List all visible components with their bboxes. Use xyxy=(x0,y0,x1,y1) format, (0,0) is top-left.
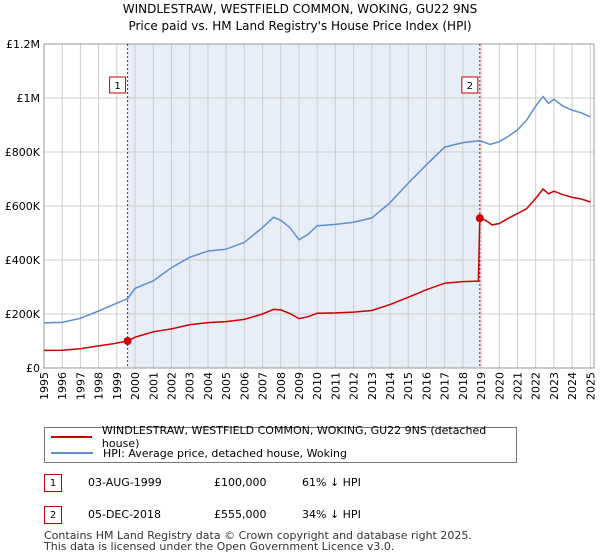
x-tick-label: 2023 xyxy=(548,372,561,400)
legend-label-property: WINDLESTRAW, WESTFIELD COMMON, WOKING, G… xyxy=(101,424,487,450)
sale-point xyxy=(123,337,132,345)
sale-row: 1 03-AUG-1999 £100,000 61% ↓ HPI xyxy=(44,474,584,492)
x-tick-label: 2000 xyxy=(129,372,142,400)
x-tick-label: 2019 xyxy=(475,372,488,400)
x-tick-label: 2024 xyxy=(566,372,579,400)
sale-row: 2 05-DEC-2018 £555,000 34% ↓ HPI xyxy=(44,506,584,524)
y-tick-label: £1.2M xyxy=(6,38,40,51)
price-chart: WINDLESTRAW, WESTFIELD COMMON, WOKING, G… xyxy=(5,2,598,400)
x-tick-label: 2015 xyxy=(402,372,415,400)
legend-item-property: WINDLESTRAW, WESTFIELD COMMON, WOKING, G… xyxy=(51,424,516,450)
chart-subtitle: Price paid vs. HM Land Registry's House … xyxy=(128,19,471,33)
sale-marker-label: 2 xyxy=(44,506,62,524)
x-tick-label: 2006 xyxy=(238,372,251,400)
y-tick-label: £800K xyxy=(5,146,41,159)
x-tick-label: 1995 xyxy=(38,372,51,400)
x-tick-label: 1996 xyxy=(56,372,69,400)
sale-marker-number: 1 xyxy=(114,81,120,92)
x-tick-label: 2002 xyxy=(165,372,178,400)
x-tick-label: 2022 xyxy=(530,372,543,400)
y-tick-label: £200K xyxy=(5,308,41,321)
sale-point xyxy=(475,214,484,223)
sale-price: £555,000 xyxy=(214,508,267,521)
sale-date: 05-DEC-2018 xyxy=(88,508,162,521)
x-tick-label: 1998 xyxy=(93,372,106,400)
sale-hpi-diff: 61% ↓ HPI xyxy=(302,476,361,489)
x-tick-label: 2025 xyxy=(584,372,597,400)
x-tick-label: 2017 xyxy=(439,372,452,400)
x-tick-label: 2001 xyxy=(147,372,160,400)
footer-licence: This data is licensed under the Open Gov… xyxy=(44,540,395,553)
y-tick-label: £600K xyxy=(5,200,41,213)
x-tick-label: 2003 xyxy=(184,372,197,400)
x-tick-label: 1997 xyxy=(74,372,87,400)
x-tick-label: 2014 xyxy=(384,372,397,400)
x-tick-label: 2012 xyxy=(348,372,361,400)
x-tick-label: 2007 xyxy=(257,372,270,400)
plot-frame xyxy=(43,43,595,369)
x-tick-label: 1999 xyxy=(111,372,124,400)
y-tick-label: £400K xyxy=(5,254,41,267)
footer: Contains HM Land Registry data © Crown c… xyxy=(44,530,472,552)
sale-hpi-diff: 34% ↓ HPI xyxy=(302,508,361,521)
sale-marker-label: 1 xyxy=(44,474,62,492)
x-tick-label: 2005 xyxy=(220,372,233,400)
footer-copyright: Contains HM Land Registry data © Crown c… xyxy=(44,529,472,542)
property-price-line xyxy=(43,187,591,352)
y-tick-label: £1M xyxy=(17,92,41,105)
y-tick-label: £0 xyxy=(26,362,40,375)
hpi-line xyxy=(43,95,591,324)
x-tick-label: 2004 xyxy=(202,372,215,400)
x-tick-label: 2020 xyxy=(493,372,506,400)
chart-title: WINDLESTRAW, WESTFIELD COMMON, WOKING, G… xyxy=(123,2,478,16)
legend-swatch-hpi xyxy=(51,452,93,454)
x-tick-label: 2016 xyxy=(420,372,433,400)
legend-label-hpi: HPI: Average price, detached house, Woki… xyxy=(103,446,347,460)
x-tick-label: 2008 xyxy=(275,372,288,400)
x-tick-label: 2013 xyxy=(366,372,379,400)
x-tick-label: 2011 xyxy=(329,372,342,400)
sale-date: 03-AUG-1999 xyxy=(88,476,162,489)
x-tick-label: 2009 xyxy=(293,372,306,400)
sale-price: £100,000 xyxy=(214,476,267,489)
x-tick-label: 2021 xyxy=(512,372,525,400)
sale-marker-box xyxy=(461,76,479,94)
sale-marker-number: 2 xyxy=(467,81,473,92)
x-tick-label: 2018 xyxy=(457,372,470,400)
legend-swatch-property xyxy=(51,436,92,438)
sale-marker-box xyxy=(109,76,127,94)
legend-item-hpi: HPI: Average price, detached house, Woki… xyxy=(51,445,347,461)
x-tick-label: 2010 xyxy=(311,372,324,400)
legend: WINDLESTRAW, WESTFIELD COMMON, WOKING, G… xyxy=(44,424,517,463)
